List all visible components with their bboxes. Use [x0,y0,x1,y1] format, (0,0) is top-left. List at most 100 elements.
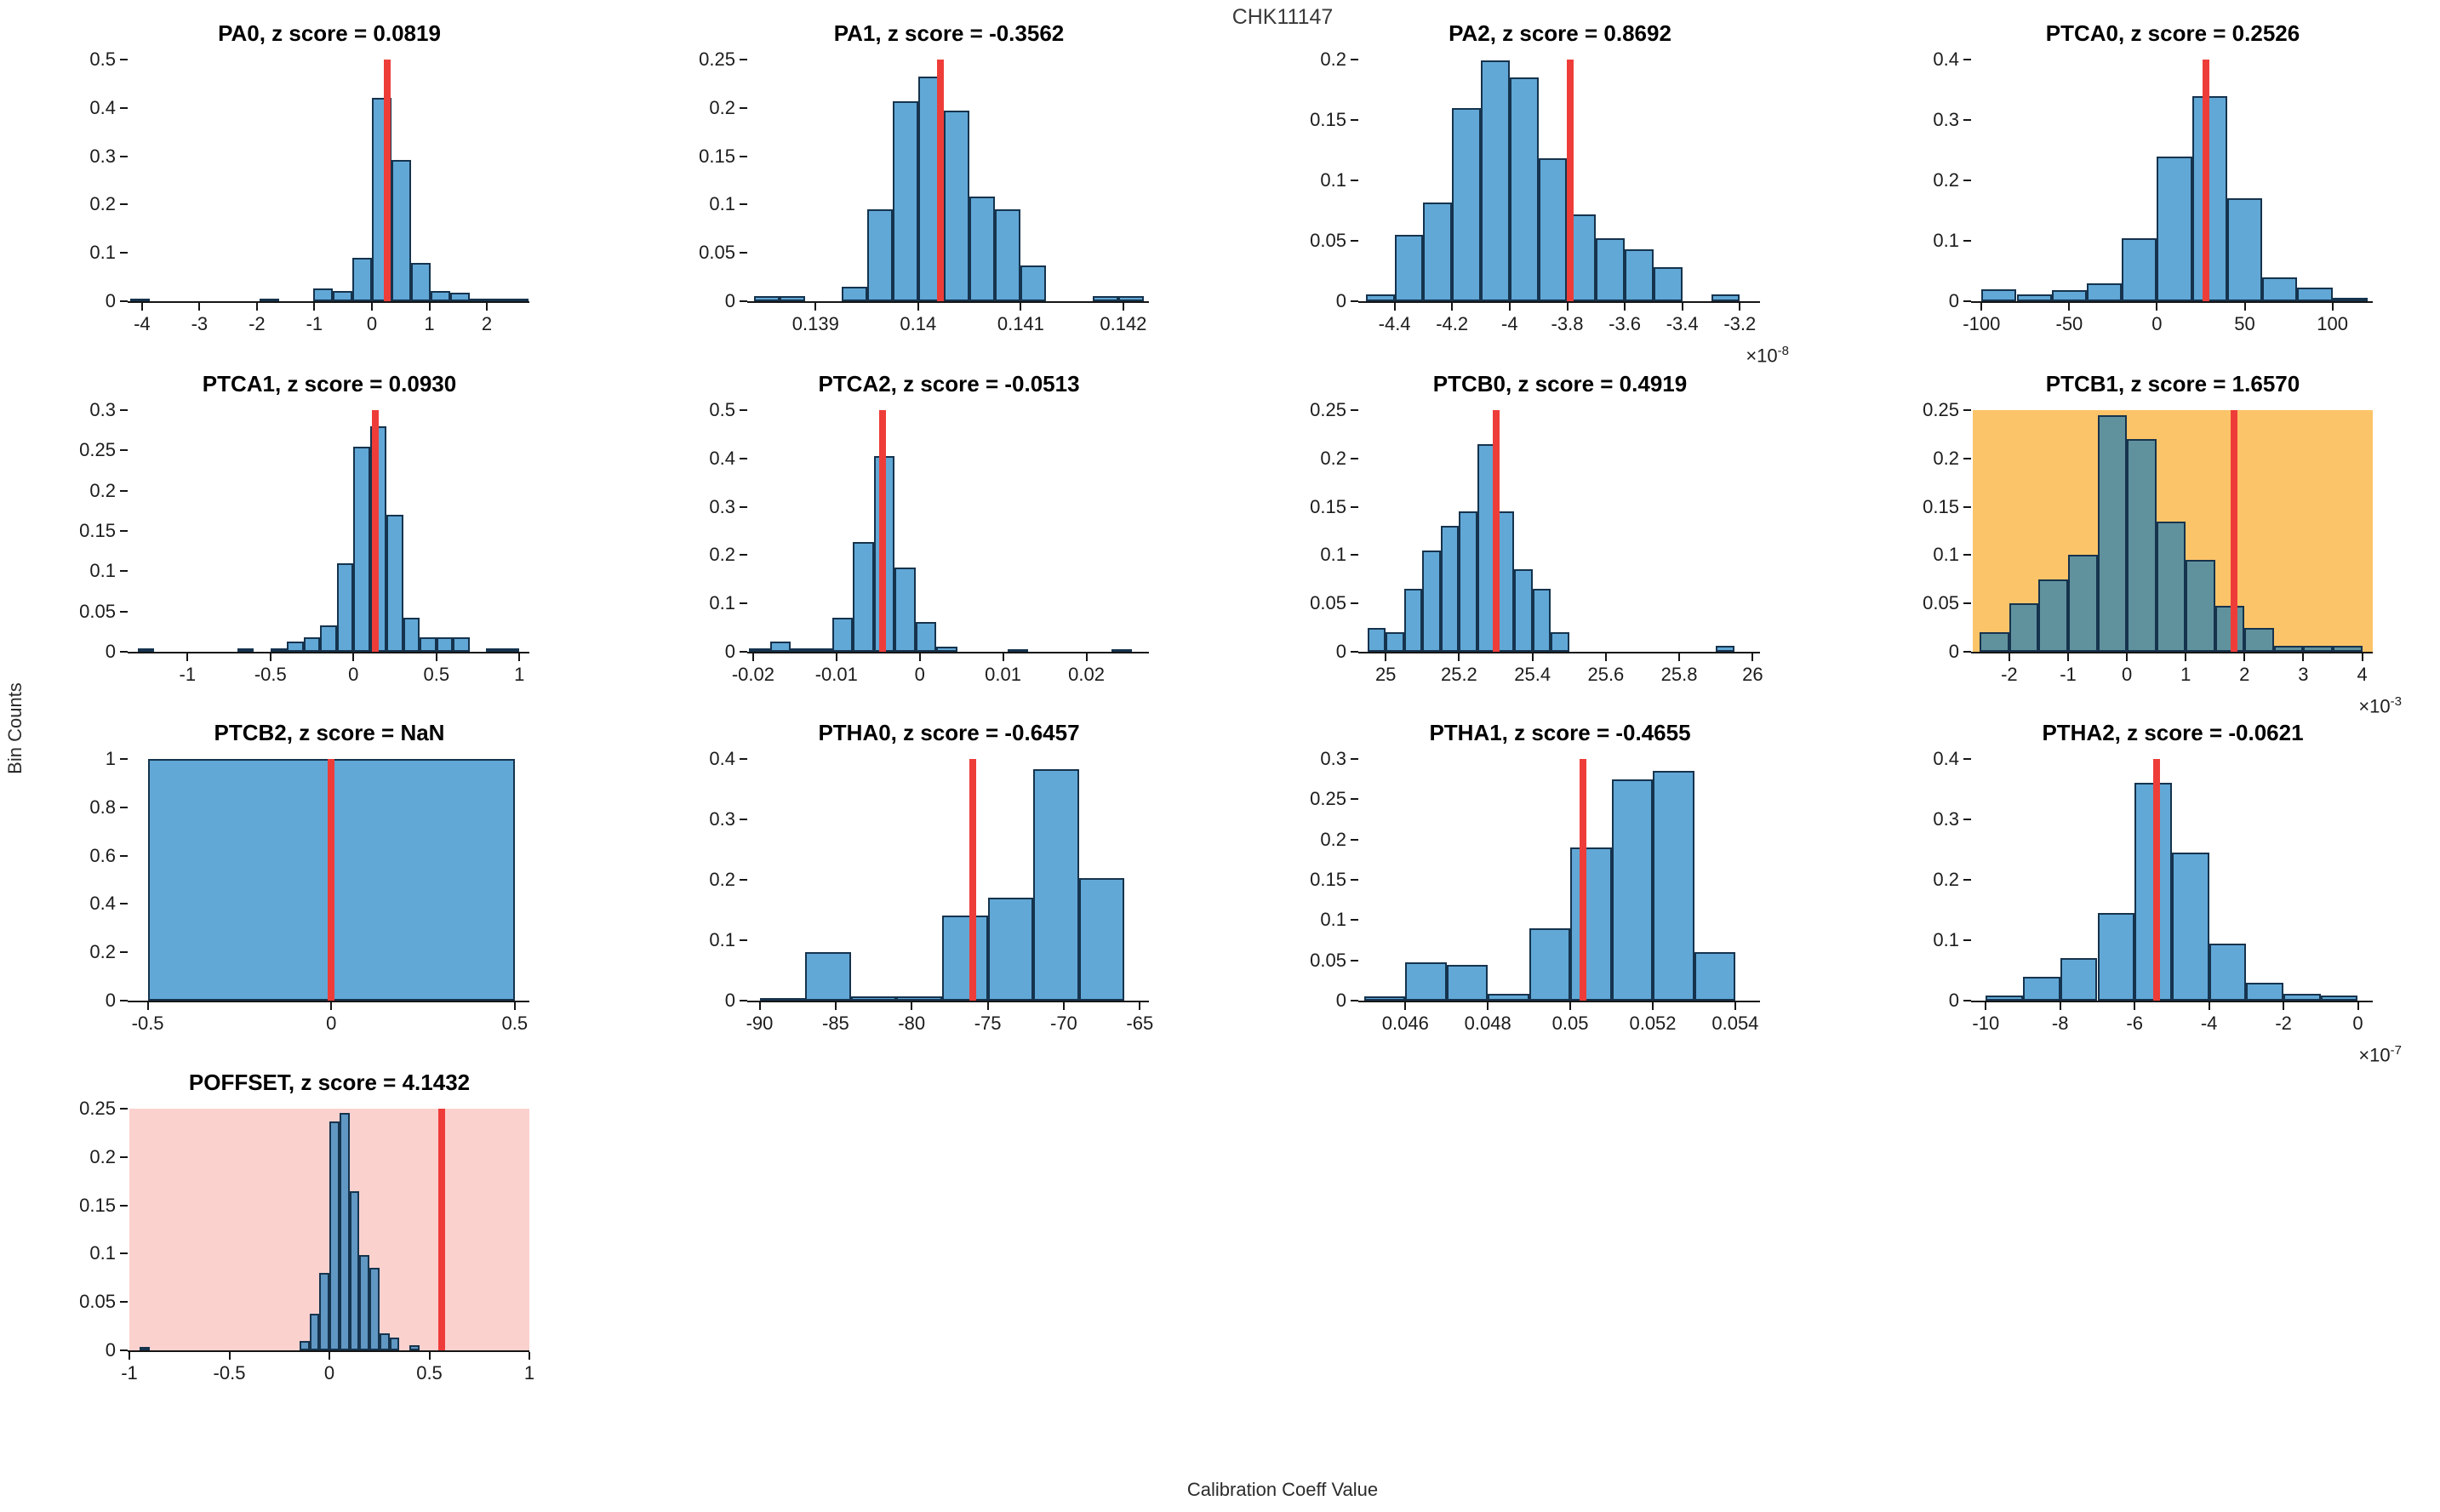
y-tick-mark [1351,602,1358,605]
y-tick-label: 0.2 [89,479,116,501]
x-tick-label: -10 [1972,1013,2000,1034]
y-tick-label: 0.4 [89,96,116,118]
x-axis [747,1001,1149,1002]
histogram-bar [1532,589,1551,652]
x-tick-label: -1 [121,1362,138,1384]
y-tick-mark [120,449,128,452]
histogram-bar [469,298,489,302]
y-tick-label: 0 [105,990,116,1011]
y-tick-label: 0.5 [709,399,735,420]
x-tick-mark [1487,1002,1489,1010]
x-tick-mark [834,1002,837,1010]
x-tick-mark [330,1002,333,1010]
y-tick-label: 0.6 [89,844,116,866]
y-tick-label: 0.15 [79,520,116,541]
y-tick-mark [120,252,128,254]
x-tick-label: 25 [1374,664,1397,685]
x-tick-mark [2357,1002,2359,1010]
x-tick-label: -6 [2126,1013,2143,1034]
histogram-bar [1452,107,1481,301]
z-score-marker-line [1579,759,1586,1001]
y-tick-label: 0.25 [1310,788,1346,810]
x-tick-mark [129,1352,130,1360]
histogram-bar [1394,234,1424,301]
x-tick-label: 0.052 [1629,1013,1677,1034]
histogram-bar [1020,265,1047,301]
subplot-PA2: PA2, z score = 0.8692 -4.4 -4.2 -4 -3.8 -3.6 -… [1310,20,1789,366]
y-tick-label: 0.5 [89,48,116,70]
histogram-bar [349,1190,360,1350]
subplot-title: PTCA2, z score = -0.0513 [818,371,1080,397]
x-tick-label: 0 [366,313,378,334]
x-tick-mark [1566,303,1569,311]
x-tick-mark [1678,653,1681,661]
y-tick-label: 0.05 [1310,230,1346,251]
y-tick-label: 0.2 [1320,828,1346,850]
y-tick-mark [120,758,128,760]
y-tick-mark [120,903,128,905]
y-tick-label: 0.25 [1310,399,1346,420]
histogram-bar [944,111,970,301]
x-tick-mark [1085,653,1088,661]
y-tick-mark [1963,240,1971,242]
x-axis [128,301,529,303]
y-tick-label: 0.15 [1310,869,1346,890]
x-tick-label: 25.2 [1440,664,1477,685]
histogram-bar [1440,526,1460,652]
y-tick-mark [1351,240,1358,242]
y-tick-mark [740,155,747,157]
x-tick-label: 0 [914,664,925,685]
x-tick-mark [486,303,488,311]
histogram-bar [336,562,354,652]
histogram-bar [1033,769,1079,1001]
subplot-title: PTHA0, z score = -0.6457 [818,720,1080,745]
axis-multiplier-label: ×10-3 [2358,694,2402,717]
x-tick-mark [1751,653,1754,661]
x-tick-mark [1385,653,1387,661]
y-tick-mark [120,59,128,60]
x-axis [1358,301,1760,303]
x-tick-mark [911,1002,913,1010]
x-axis [128,652,529,653]
y-tick-label: 0.2 [1933,447,1959,469]
y-tick-mark [1963,819,1971,820]
histogram-bar [1488,994,1529,1001]
histogram-bar [1509,77,1539,301]
x-tick-label: -50 [2055,313,2083,334]
y-tick-label: 0.1 [89,242,116,264]
histogram-bar [389,1338,400,1350]
x-tick-label: -100 [1963,313,2001,334]
x-tick-mark [2361,653,2363,661]
histogram-bar [2016,294,2052,301]
histogram-bar [1363,996,1406,1001]
y-tick-mark [740,758,747,760]
histogram-bar [391,159,411,301]
histogram-bar [1716,646,1734,652]
x-tick-label: -3.6 [1609,313,1642,334]
histogram-bar [2186,560,2215,652]
x-tick-label: 0.139 [791,313,839,334]
y-tick-mark [120,1301,128,1304]
y-tick-label: 0.3 [1933,109,1959,130]
histogram-bar [2068,555,2098,652]
x-tick-label: -1 [306,313,323,334]
histogram-bar [379,1332,390,1350]
x-tick-label: 0 [326,1013,337,1034]
x-tick-mark [1980,303,1983,311]
y-tick-mark [740,300,747,302]
y-tick-mark [1963,457,1971,459]
x-tick-mark [1122,303,1124,311]
histogram-bar [936,647,957,652]
x-tick-label: -0.5 [213,1362,246,1384]
histogram-bar [2191,95,2227,301]
x-tick-mark [435,653,437,661]
y-tick-label: 0 [105,641,116,662]
histogram-bar [769,641,791,652]
y-axis-label: Bin Counts [4,682,26,774]
x-axis [128,1350,529,1352]
x-tick-label: -80 [898,1013,926,1034]
y-tick-mark [120,300,128,302]
x-tick-mark [2059,1002,2061,1010]
y-tick-mark [1351,758,1358,760]
y-tick-label: 0 [724,290,735,311]
